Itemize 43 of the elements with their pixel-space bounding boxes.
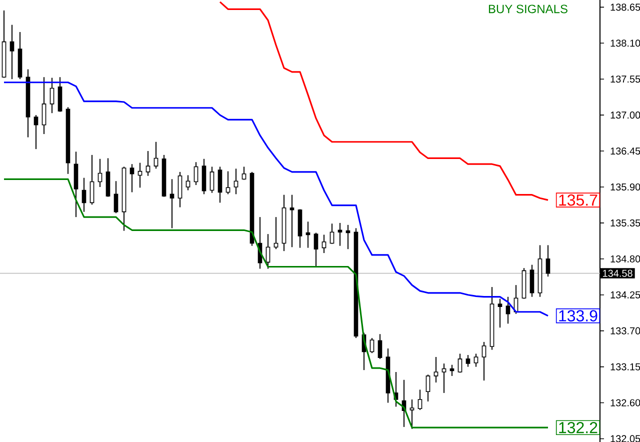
candlestick — [442, 363, 446, 394]
y-tick-label: 132.05 — [610, 435, 640, 442]
candlestick — [50, 77, 54, 114]
y-tick-label: 133.15 — [610, 363, 640, 370]
y-tick-label: 138.65 — [610, 4, 640, 11]
chart-title: BUY SIGNALS — [488, 4, 568, 14]
candlestick — [338, 222, 342, 246]
candlestick — [98, 158, 102, 188]
candlestick — [138, 162, 142, 188]
text: 133.9 — [559, 310, 598, 322]
y-tick-label: 134.25 — [610, 291, 640, 298]
candlestick — [434, 356, 438, 383]
candlestick — [234, 168, 238, 195]
y-tick-label: 133.70 — [610, 327, 640, 334]
candlestick — [506, 296, 510, 324]
candlestick — [282, 194, 286, 252]
y-tick-label: 132.60 — [610, 399, 640, 406]
candlestick — [170, 178, 174, 229]
candlestick — [410, 398, 414, 430]
candlestick — [42, 76, 46, 135]
candlestick — [218, 166, 222, 204]
ref-line-label: 134.58 — [603, 270, 632, 277]
candlestick — [26, 68, 30, 138]
text: 135.7 — [559, 194, 598, 206]
candlestick — [322, 234, 326, 254]
candlestick — [546, 244, 550, 278]
candlestick — [210, 166, 214, 194]
candlestick — [194, 162, 198, 186]
y-tick-label: 137.55 — [610, 76, 640, 83]
y-tick-label: 135.35 — [610, 219, 640, 226]
y-tick-label: 134.80 — [610, 255, 640, 262]
candlestick — [186, 174, 190, 191]
candlestick — [290, 194, 294, 248]
text: 132.2 — [559, 422, 598, 434]
y-tick-label: 138.10 — [610, 40, 640, 47]
candlestick — [490, 286, 494, 350]
candlestick — [10, 24, 14, 80]
y-tick-label: 135.90 — [610, 183, 640, 191]
candlestick — [82, 177, 86, 212]
candlestick — [74, 151, 78, 218]
y-tick-label: 137.00 — [610, 112, 640, 119]
y-tick-label: 136.45 — [610, 147, 640, 155]
candlestick — [66, 106, 70, 174]
